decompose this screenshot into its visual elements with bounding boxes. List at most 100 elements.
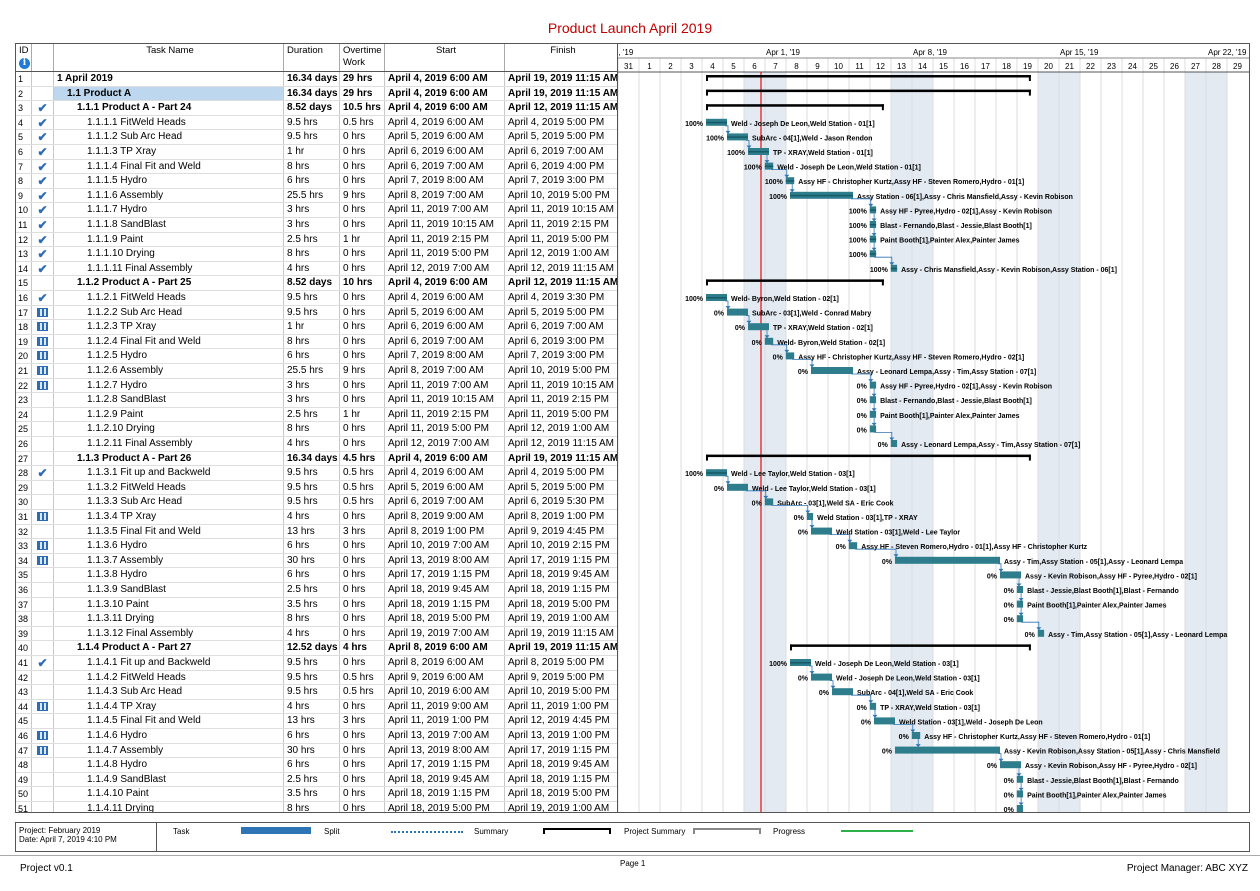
row-overtime[interactable]: 0 hrs [340,553,385,568]
row-start[interactable]: April 12, 2019 7:00 AM [385,261,505,276]
row-indicator[interactable]: ✔ [32,656,54,670]
row-finish[interactable]: April 9, 2019 4:45 PM [508,525,605,537]
row-task-name[interactable]: 1.1.1.1 FitWeld Heads [54,115,284,130]
row-start[interactable]: April 17, 2019 1:15 PM [385,758,505,772]
col-name-header[interactable]: Task Name [54,44,284,71]
row-id[interactable]: 31 [16,510,32,524]
row-finish[interactable]: April 5, 2019 5:00 PM [508,306,605,318]
row-task-name[interactable]: 1.1.3.9 SandBlast [54,583,284,597]
row-overtime[interactable]: 0 hrs [340,583,385,597]
row-id[interactable]: 44 [16,699,32,714]
row-overtime[interactable]: 29 hrs [340,86,385,101]
row-indicator[interactable] [32,276,54,290]
row-overtime[interactable]: 3 hrs [340,714,385,728]
row-task-name[interactable]: 1.1.2.8 SandBlast [54,393,284,407]
row-task-name[interactable]: 1.1.2 Product A - Part 25 [54,276,284,290]
row-id[interactable]: 32 [16,524,32,539]
row-finish[interactable]: April 11, 2019 5:00 PM [508,233,609,245]
row-start[interactable]: April 8, 2019 7:00 AM [385,364,505,378]
row-duration[interactable]: 3 hrs [284,378,340,393]
row-task-name[interactable]: 1.1.3.11 Drying [54,612,284,626]
row-task-name[interactable]: 1.1.3.2 FitWeld Heads [54,480,284,495]
row-indicator[interactable] [32,568,54,582]
row-overtime[interactable]: 0 hrs [340,349,385,363]
row-start[interactable]: April 18, 2019 9:45 AM [385,583,505,597]
row-overtime[interactable]: 0 hrs [340,568,385,582]
row-overtime[interactable]: 0 hrs [340,393,385,407]
row-id[interactable]: 18 [16,320,32,334]
row-start[interactable]: April 4, 2019 6:00 AM [385,115,505,130]
row-id[interactable]: 21 [16,364,32,378]
row-finish[interactable]: April 5, 2019 5:00 PM [508,131,605,143]
row-indicator[interactable] [32,758,54,772]
row-overtime[interactable]: 3 hrs [340,524,385,539]
row-finish[interactable]: April 12, 2019 1:00 AM [508,248,610,260]
row-overtime[interactable]: 0 hrs [340,305,385,320]
row-duration[interactable]: 9.5 hrs [284,130,340,144]
row-start[interactable]: April 6, 2019 7:00 AM [385,334,505,349]
row-duration[interactable]: 6 hrs [284,539,340,553]
table-row[interactable]: 3 ✔ 1.1.1 Product A - Part 24 8.52 days 10.5… [16,101,617,116]
row-duration[interactable]: 13 hrs [284,714,340,728]
row-finish[interactable]: April 6, 2019 5:30 PM [508,496,605,508]
row-finish[interactable]: April 18, 2019 5:00 PM [508,788,610,800]
table-row[interactable]: 25 1.1.2.10 Drying 8 hrs 0 hrs April 11, 201… [16,422,617,437]
row-overtime[interactable]: 0 hrs [340,772,385,787]
row-indicator[interactable]: ✔ [32,232,54,247]
table-row[interactable]: 44 1.1.4.4 TP Xray 4 hrs 0 hrs April 11, 201… [16,699,617,715]
table-row[interactable]: 46 1.1.4.6 Hydro 6 hrs 0 hrs April 13, 2019 … [16,729,617,744]
row-finish[interactable]: April 6, 2019 3:00 PM [508,335,605,347]
row-overtime[interactable]: 0.5 hrs [340,466,385,480]
row-start[interactable]: April 18, 2019 5:00 PM [385,802,505,812]
row-overtime[interactable]: 0 hrs [340,174,385,188]
row-id[interactable]: 9 [16,188,32,203]
col-duration-header[interactable]: Duration [284,44,340,71]
table-row[interactable]: 39 1.1.3.12 Final Assembly 4 hrs 0 hrs April… [16,626,617,642]
row-start[interactable]: April 11, 2019 5:00 PM [385,422,505,436]
row-finish[interactable]: April 10, 2019 5:00 PM [508,686,610,698]
row-overtime[interactable]: 0 hrs [340,802,385,812]
row-start[interactable]: April 17, 2019 1:15 PM [385,568,505,582]
row-start[interactable]: April 13, 2019 7:00 AM [385,729,505,743]
row-start[interactable]: April 8, 2019 7:00 AM [385,188,505,203]
row-overtime[interactable]: 0 hrs [340,743,385,758]
row-overtime[interactable]: 0 hrs [340,510,385,524]
row-task-name[interactable]: 1.1.1.8 SandBlast [54,218,284,232]
row-duration[interactable]: 9.5 hrs [284,115,340,130]
table-row[interactable]: 32 1.1.3.5 Final Fit and Weld 13 hrs 3 hrs A… [16,524,617,540]
row-overtime[interactable]: 0 hrs [340,320,385,334]
row-finish[interactable]: April 11, 2019 2:15 PM [508,219,609,230]
row-finish[interactable]: April 6, 2019 7:00 AM [508,321,604,333]
table-row[interactable]: 34 1.1.3.7 Assembly 30 hrs 0 hrs April 13, 2… [16,553,617,569]
row-duration[interactable]: 1 hr [284,145,340,159]
row-duration[interactable]: 9.5 hrs [284,305,340,320]
row-duration[interactable]: 3.5 hrs [284,597,340,612]
row-start[interactable]: April 4, 2019 6:00 AM [385,72,505,86]
table-row[interactable]: 38 1.1.3.11 Drying 8 hrs 0 hrs April 18, 201… [16,612,617,627]
row-indicator[interactable] [32,407,54,422]
row-duration[interactable]: 8 hrs [284,159,340,174]
row-duration[interactable]: 30 hrs [284,553,340,568]
row-id[interactable]: 15 [16,276,32,290]
row-start[interactable]: April 5, 2019 6:00 AM [385,480,505,495]
row-start[interactable]: April 11, 2019 7:00 AM [385,203,505,217]
table-row[interactable]: 31 1.1.3.4 TP Xray 4 hrs 0 hrs April 8, 2019… [16,510,617,525]
row-id[interactable]: 41 [16,656,32,670]
row-indicator[interactable] [32,787,54,801]
row-indicator[interactable]: ✔ [32,203,54,217]
row-id[interactable]: 30 [16,495,32,509]
row-duration[interactable]: 4 hrs [284,261,340,276]
table-row[interactable]: 26 1.1.2.11 Final Assembly 4 hrs 0 hrs April… [16,437,617,452]
row-indicator[interactable] [32,524,54,539]
row-indicator[interactable]: ✔ [32,130,54,144]
row-task-name[interactable]: 1.1.4.6 Hydro [54,729,284,743]
row-overtime[interactable]: 29 hrs [340,72,385,86]
row-duration[interactable]: 6 hrs [284,568,340,582]
row-start[interactable]: April 6, 2019 7:00 AM [385,159,505,174]
row-start[interactable]: April 8, 2019 1:00 PM [385,524,505,539]
row-overtime[interactable]: 9 hrs [340,364,385,378]
row-finish[interactable]: April 18, 2019 9:45 AM [508,759,610,771]
row-indicator[interactable] [32,364,54,378]
row-task-name[interactable]: 1.1.1.2 Sub Arc Head [54,130,284,144]
row-start[interactable]: April 4, 2019 6:00 AM [385,276,505,290]
